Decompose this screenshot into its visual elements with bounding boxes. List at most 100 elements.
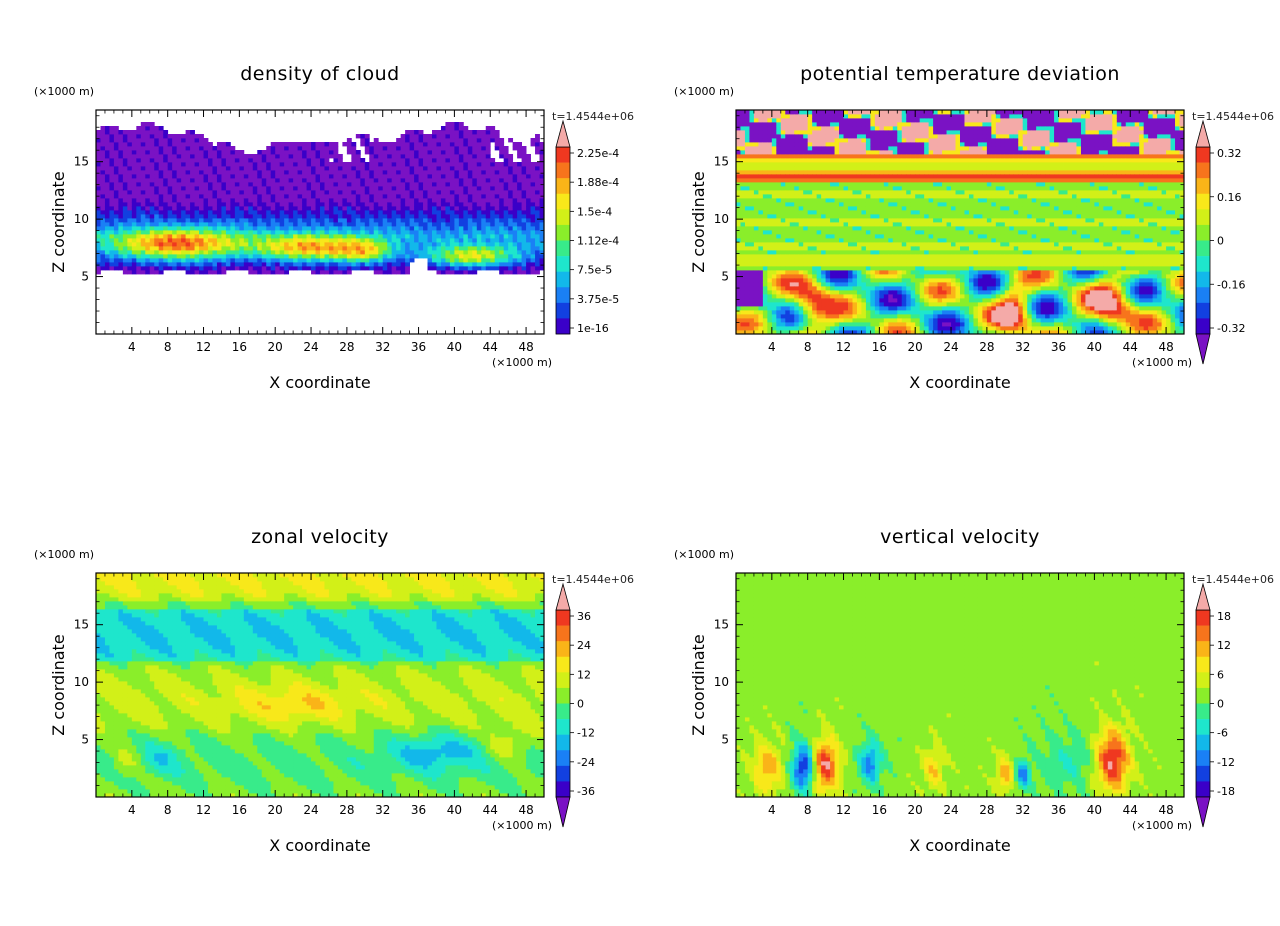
field-cell (512, 210, 518, 215)
field-cell (834, 286, 840, 291)
field-cell (400, 174, 406, 179)
field-cell (109, 262, 115, 267)
field-cell (767, 306, 773, 311)
field-cell (780, 202, 786, 207)
field-cell (288, 154, 294, 159)
field-cell (230, 202, 236, 207)
field-cell (324, 198, 330, 203)
field-cell (194, 258, 200, 263)
field-cell (284, 162, 290, 167)
field-cell (458, 214, 464, 219)
field-cell (508, 166, 514, 171)
field-cell (744, 230, 750, 235)
field-cell (749, 186, 755, 191)
field-cell (248, 166, 254, 171)
field-cell (203, 246, 209, 251)
field-cell (517, 250, 522, 255)
field-cell (753, 286, 759, 291)
field-cell (449, 182, 455, 187)
field-cell (400, 250, 406, 255)
field-cell (199, 238, 204, 243)
field-cell (736, 258, 741, 263)
field-cell (744, 170, 750, 175)
field-cell (284, 218, 290, 223)
field-cell (302, 218, 307, 223)
field-cell (454, 174, 460, 179)
field-cell (467, 258, 473, 263)
field-cell (481, 250, 487, 255)
field-cell (517, 214, 522, 219)
field-cell (288, 266, 294, 271)
field-cell (776, 226, 782, 231)
field-cell (485, 166, 491, 171)
field-cell (454, 206, 460, 211)
field-cell (328, 262, 334, 267)
field-cell (740, 166, 746, 171)
field-cell (396, 222, 402, 227)
field-cell (794, 118, 800, 123)
field-cell (445, 238, 451, 243)
field-cell (830, 250, 835, 255)
field-cell (252, 154, 258, 159)
field-cell (476, 170, 482, 175)
field-cell (369, 254, 375, 259)
field-cell (418, 206, 424, 211)
field-cell (145, 130, 151, 135)
field-cell (463, 226, 469, 231)
field-cell (749, 306, 755, 311)
field-cell (279, 218, 285, 223)
field-cell (324, 262, 330, 267)
field-cell (100, 154, 106, 159)
field-cell (136, 138, 142, 143)
field-cell (753, 218, 759, 223)
field-cell (521, 262, 527, 267)
field-cell (225, 174, 231, 179)
field-cell (526, 266, 531, 271)
field-cell (199, 206, 204, 211)
field-cell (360, 178, 366, 183)
field-cell (432, 222, 437, 227)
field-cell (753, 246, 759, 251)
field-cell (293, 206, 298, 211)
field-cell (181, 154, 186, 159)
field-cell (145, 258, 151, 263)
field-cell (387, 206, 393, 211)
field-cell (740, 154, 746, 159)
field-cell (252, 194, 258, 199)
field-cell (418, 210, 424, 215)
field-cell (736, 158, 741, 163)
field-cell (427, 134, 433, 139)
field-cell (449, 190, 455, 195)
field-cell (463, 190, 469, 195)
field-cell (185, 162, 191, 167)
field-cell (458, 238, 464, 243)
field-cell (364, 266, 370, 271)
field-cell (163, 266, 169, 271)
field-cell (288, 158, 294, 163)
field-cell (360, 218, 366, 223)
field-cell (306, 170, 312, 175)
field-cell (825, 214, 831, 219)
field-cell (816, 274, 822, 279)
field-cell (360, 254, 366, 259)
field-cell (297, 182, 303, 187)
field-cell (387, 174, 393, 179)
field-cell (744, 286, 750, 291)
field-cell (208, 198, 213, 203)
field-cell (454, 162, 460, 167)
field-cell (798, 254, 804, 259)
field-cell (190, 254, 195, 259)
field-cell (432, 214, 437, 219)
field-cell (803, 218, 809, 223)
field-cell (140, 266, 146, 271)
field-cell (279, 266, 285, 271)
field-cell (780, 134, 786, 139)
field-cell (199, 146, 204, 151)
field-cell (140, 254, 146, 259)
field-cell (239, 242, 245, 247)
field-cell (535, 250, 540, 255)
field-cell (346, 186, 352, 191)
field-cell (288, 186, 294, 191)
field-cell (248, 174, 254, 179)
field-cell (530, 198, 536, 203)
